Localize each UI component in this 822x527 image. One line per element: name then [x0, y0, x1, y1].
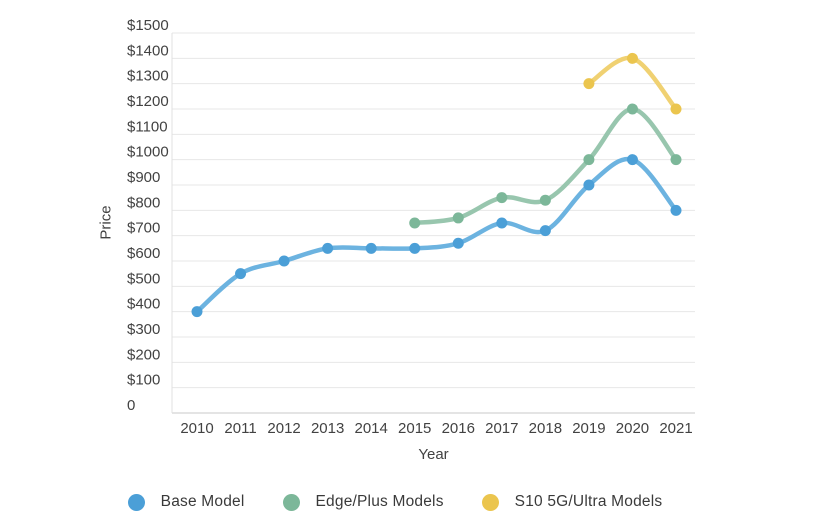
data-point-base-model	[322, 242, 334, 254]
x-tick-label: 2019	[572, 420, 605, 437]
x-tick-label: 2018	[529, 420, 562, 437]
data-point-edge-plus-models	[496, 192, 508, 204]
x-tick-label: 2012	[267, 420, 300, 437]
data-point-base-model	[409, 242, 421, 254]
y-tick-label: $400	[127, 296, 160, 313]
data-point-base-model	[583, 179, 595, 191]
y-tick-label: $300	[127, 321, 160, 338]
y-tick-label: 0	[127, 397, 135, 414]
data-point-edge-plus-models	[452, 212, 464, 224]
data-point-edge-plus-models	[409, 217, 421, 229]
data-point-s10-5g-ultra-models	[626, 52, 638, 64]
x-tick-label: 2013	[311, 420, 344, 437]
data-point-base-model	[365, 242, 377, 254]
legend-item-s10-5g-ultra-models: S10 5G/Ultra Models	[481, 493, 663, 511]
x-tick-label: 2020	[616, 420, 649, 437]
x-tick-label: 2017	[485, 420, 518, 437]
data-point-base-model	[539, 225, 551, 237]
x-tick-label: 2015	[398, 420, 431, 437]
data-point-edge-plus-models	[670, 154, 682, 166]
legend-label: S10 5G/Ultra Models	[514, 493, 663, 510]
data-point-s10-5g-ultra-models	[670, 103, 682, 115]
x-tick-label: 2010	[180, 420, 213, 437]
legend-label: Base Model	[160, 493, 245, 510]
y-tick-label: $1000	[127, 144, 169, 161]
data-point-base-model	[626, 154, 638, 166]
data-point-base-model	[235, 268, 247, 280]
y-tick-label: $100	[127, 372, 160, 389]
legend-label: Edge/Plus Models	[315, 493, 444, 510]
legend-item-base-model: Base Model	[127, 493, 245, 511]
y-tick-label: $1200	[127, 93, 169, 110]
x-tick-label: 2014	[354, 420, 387, 437]
data-point-edge-plus-models	[539, 194, 551, 206]
legend: Base Model Edge/Plus Models S10 5G/Ultra M…	[0, 493, 790, 511]
plot-svg: 0 $100 $200 $300 $400 $500 $600 $700 $800 $900 $10…	[127, 17, 695, 437]
y-tick-label: $600	[127, 245, 160, 262]
x-tick-label: 2016	[442, 420, 475, 437]
legend-swatch-edge-plus-models	[282, 493, 300, 511]
y-tick-label: $700	[127, 220, 160, 237]
y-tick-label: $200	[127, 346, 160, 363]
x-tick-label: 2011	[224, 420, 256, 437]
y-tick-label: $500	[127, 270, 160, 287]
data-point-edge-plus-models	[626, 103, 638, 115]
data-point-s10-5g-ultra-models	[583, 78, 595, 90]
data-point-base-model	[452, 237, 464, 249]
y-tick-label: $800	[127, 194, 160, 211]
y-axis-title: Price	[97, 205, 115, 240]
series-line-edge-plus-models	[412, 106, 679, 226]
x-tick-label: 2021	[659, 420, 692, 437]
data-point-base-model	[496, 217, 508, 229]
legend-swatch-base-model	[127, 493, 145, 511]
data-point-base-model	[670, 204, 682, 216]
x-axis-title: Year	[418, 446, 449, 463]
data-point-base-model	[191, 306, 203, 318]
y-tick-label: $900	[127, 169, 160, 186]
data-point-edge-plus-models	[583, 154, 595, 166]
y-tick-label: $1100	[127, 118, 168, 135]
y-tick-label: $1400	[127, 42, 169, 59]
legend-item-edge-plus-models: Edge/Plus Models	[282, 493, 444, 511]
y-tick-label: $1500	[127, 17, 169, 34]
y-tick-label: $1300	[127, 68, 169, 85]
data-point-base-model	[278, 255, 290, 267]
legend-swatch-s10-5g-ultra-models	[481, 493, 499, 511]
